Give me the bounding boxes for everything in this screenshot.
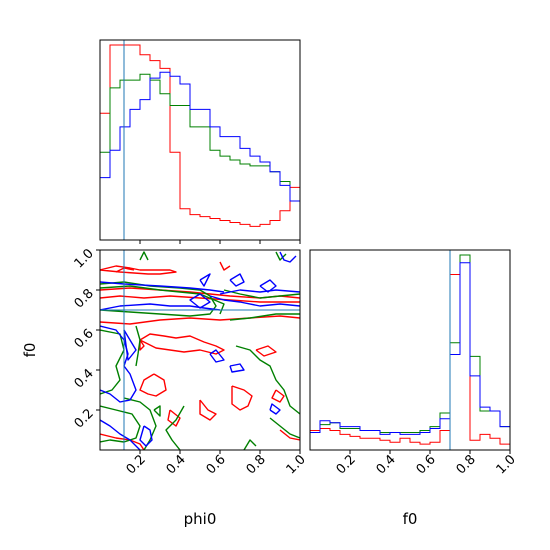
f0-histogram-green — [310, 254, 510, 450]
contour-green — [139, 251, 149, 261]
f0-histogram-blue — [310, 262, 510, 450]
contour-blue — [139, 425, 153, 447]
contour-red — [139, 373, 167, 397]
contour-green — [100, 329, 125, 395]
x-axis-label-phi0: phi0 — [184, 510, 217, 528]
contour-green — [100, 285, 225, 315]
f0-histogram-x-tick-label: 0.6 — [414, 452, 439, 477]
x-axis-label-f0: f0 — [403, 510, 418, 528]
contour-red — [279, 429, 300, 441]
contour-x-tick-label: 0.8 — [244, 452, 269, 477]
f0-histogram-x-tick-label: 0.4 — [374, 452, 399, 477]
contour-blue — [189, 293, 211, 309]
contour-red — [139, 339, 145, 351]
contour-red — [167, 409, 181, 427]
phi0-histogram-red — [100, 44, 300, 240]
contour-red — [219, 261, 231, 271]
y-axis-label-f0: f0 — [21, 343, 39, 358]
contour-x-tick-label: 1.0 — [284, 452, 309, 477]
contour-green — [243, 439, 257, 450]
contour-green — [223, 289, 300, 299]
contour-x-tick-label: 0.4 — [164, 452, 189, 477]
contour-blue — [279, 251, 297, 263]
phi0-histogram-panel — [99, 39, 301, 244]
contour-blue — [209, 349, 225, 363]
contour-y-tick-label: 0.2 — [72, 406, 97, 431]
contour-y-tick-label: 1.0 — [72, 246, 97, 271]
contour-green — [135, 325, 141, 367]
contour-red — [271, 389, 285, 403]
phi0-histogram-frame — [99, 39, 301, 241]
contour-x-tick-label: 0.6 — [204, 452, 229, 477]
contour-x-tick-label: 0.2 — [124, 452, 149, 477]
contour-blue — [259, 279, 277, 293]
contour-blue — [209, 295, 300, 307]
contour-blue — [199, 273, 211, 287]
contour-blue — [100, 281, 225, 293]
contour-red — [255, 345, 277, 357]
f0-histogram-panel: 0.2 0.4 0.6 0.8 1.0 — [309, 249, 519, 477]
contour-red — [231, 385, 253, 411]
contour-green — [153, 405, 161, 417]
contour-blue — [123, 329, 137, 361]
f0-histogram-x-tick-label: 0.8 — [454, 452, 479, 477]
contour-green — [229, 313, 300, 321]
phi0-histogram-blue — [100, 71, 300, 240]
contour-blue — [229, 363, 245, 373]
f0-histogram-x-tick-label: 0.2 — [334, 452, 359, 477]
f0-histogram-x-tick-label: 1.0 — [494, 452, 519, 477]
contour-red — [199, 399, 217, 421]
contour-y-tick-label: 0.8 — [72, 286, 97, 311]
contour-blue — [269, 403, 281, 415]
f0-histogram-frame — [309, 249, 511, 451]
contour-green — [269, 417, 300, 439]
contour-y-tick-label: 0.6 — [72, 326, 97, 351]
contour-frame — [99, 249, 301, 451]
contour-red — [100, 315, 300, 325]
contour-blue — [100, 419, 141, 450]
contour-blue — [219, 289, 300, 295]
contour-red — [100, 265, 177, 275]
contour-green — [235, 345, 300, 415]
contour-blue — [100, 303, 221, 311]
contour-y-tick-label: 0.4 — [72, 366, 97, 391]
contour-blue — [100, 325, 137, 403]
contour-green — [100, 405, 141, 443]
phi0-f0-contour-panel: 0.2 0.4 0.6 0.8 1.0 0.2 0.4 0.6 0.8 1.0 — [72, 246, 309, 477]
contour-green — [123, 397, 157, 450]
contour-green — [165, 405, 185, 450]
f0-histogram-red — [310, 254, 510, 450]
contour-green — [275, 251, 287, 261]
contour-blue — [229, 273, 245, 287]
contour-red — [139, 333, 225, 355]
